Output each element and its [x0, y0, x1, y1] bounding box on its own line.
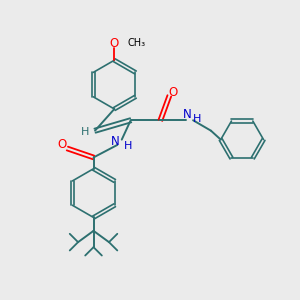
Text: O: O [57, 138, 67, 152]
Text: H: H [80, 127, 89, 137]
Text: N: N [111, 135, 120, 148]
Text: CH₃: CH₃ [128, 38, 146, 48]
Text: O: O [110, 37, 119, 50]
Text: H: H [193, 114, 201, 124]
Text: O: O [169, 86, 178, 99]
Text: H: H [124, 141, 132, 151]
Text: N: N [183, 108, 191, 122]
